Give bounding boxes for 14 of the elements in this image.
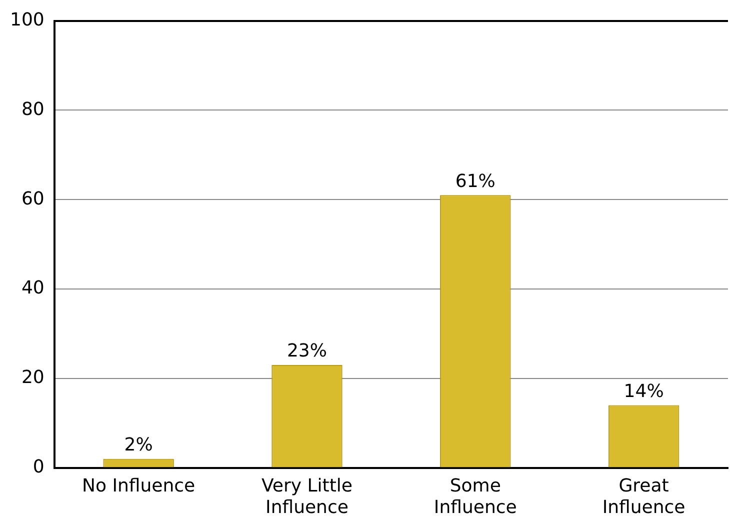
y-tick-label: 0: [32, 456, 44, 478]
data-label: 14%: [624, 380, 664, 402]
y-tick-label: 40: [21, 278, 44, 299]
x-tick-label: No Influence: [82, 475, 196, 496]
x-tick-label: Great Influence: [602, 475, 686, 518]
x-tick-label: Very Little Influence: [261, 475, 352, 518]
y-tick-label: 80: [21, 98, 44, 120]
y-tick-label: 20: [21, 367, 44, 388]
data-label: 2%: [124, 434, 153, 456]
data-label: 23%: [286, 340, 327, 362]
x-tick-label: Some Influence: [434, 475, 517, 518]
y-tick-label: 100: [10, 9, 44, 30]
y-tick-label: 60: [21, 188, 44, 210]
data-label: 61%: [455, 170, 496, 192]
